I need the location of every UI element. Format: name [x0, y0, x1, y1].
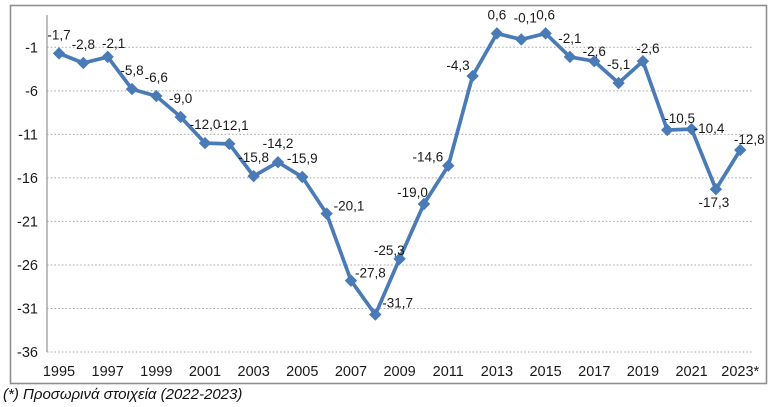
- data-point-label: -25,3: [374, 243, 405, 258]
- data-point-label: -14,2: [263, 136, 294, 151]
- data-point-label: -17,3: [699, 195, 730, 210]
- data-point-label: -2,1: [102, 36, 125, 51]
- x-tick-label: 2003: [238, 364, 270, 380]
- data-point-label: -27,8: [355, 266, 386, 281]
- data-point-marker: [52, 47, 66, 60]
- x-tick-label: 1995: [43, 364, 75, 380]
- data-point-marker: [247, 169, 260, 183]
- data-point-label: -5,8: [120, 63, 143, 78]
- y-tick-label: -21: [17, 214, 38, 230]
- chart-footnote: (*) Προσωρινά στοιχεία (2022-2023): [3, 386, 243, 403]
- data-point-marker: [563, 50, 577, 64]
- x-tick-label: 2011: [433, 364, 464, 380]
- data-point-marker: [636, 55, 650, 68]
- data-point-label: -15,9: [287, 151, 318, 166]
- data-point-marker: [393, 252, 406, 266]
- data-point-label: -10,4: [694, 121, 725, 136]
- data-point-label: -12,0: [190, 117, 221, 132]
- data-point-label: -31,7: [382, 296, 413, 311]
- x-tick-label: 2023*: [721, 364, 759, 380]
- x-tick-label: 1999: [140, 364, 172, 380]
- x-tick-label: 1997: [92, 364, 124, 380]
- data-point-marker: [612, 76, 625, 90]
- x-tick-label: 2005: [286, 364, 318, 380]
- data-point-marker: [466, 69, 479, 83]
- data-point-marker: [539, 27, 552, 40]
- data-point-marker: [125, 82, 139, 96]
- y-tick-label: -31: [17, 301, 38, 317]
- x-tick-label: 2013: [481, 364, 513, 380]
- data-point-label: -1,7: [47, 27, 70, 42]
- data-point-marker: [344, 274, 358, 287]
- x-tick-label: 2021: [675, 364, 707, 380]
- x-tick-label: 2001: [189, 364, 221, 380]
- data-point-label: -9,0: [169, 91, 192, 106]
- data-point-marker: [661, 123, 674, 137]
- data-point-label: -12,8: [734, 132, 765, 147]
- data-point-label: 0,6: [488, 7, 507, 22]
- data-point-marker: [685, 122, 698, 136]
- y-tick-label: -26: [17, 258, 38, 274]
- y-tick-label: -11: [18, 127, 38, 143]
- data-point-marker: [223, 137, 236, 151]
- data-point-label: -2,6: [583, 44, 606, 59]
- y-tick-label: -16: [17, 171, 38, 187]
- data-point-marker: [442, 159, 455, 172]
- data-point-label: -10,5: [664, 111, 695, 126]
- data-point-label: -14,6: [412, 150, 443, 165]
- data-point-label: -5,1: [607, 57, 630, 72]
- data-point-label: -0,1: [514, 10, 537, 25]
- y-tick-label: -1: [25, 40, 38, 56]
- y-tick-label: -36: [17, 345, 38, 361]
- data-point-marker: [271, 156, 285, 169]
- data-point-marker: [734, 143, 747, 157]
- data-point-label: -6,6: [145, 70, 168, 85]
- data-point-marker: [198, 136, 212, 150]
- data-point-marker: [515, 33, 528, 46]
- data-point-marker: [174, 110, 187, 124]
- data-point-marker: [101, 50, 114, 64]
- x-tick-label: 2009: [383, 364, 415, 380]
- data-point-marker: [77, 56, 90, 70]
- data-point-label: -19,0: [397, 185, 428, 200]
- y-tick-label: -6: [25, 84, 38, 100]
- data-point-label: -12,1: [218, 118, 249, 133]
- data-point-marker: [296, 170, 309, 184]
- data-point-marker: [709, 182, 723, 196]
- x-tick-label: 2019: [627, 364, 659, 380]
- data-point-label: -2,1: [558, 31, 581, 46]
- data-point-label: -4,3: [446, 58, 469, 73]
- data-point-marker: [490, 27, 504, 40]
- data-point-marker: [320, 207, 333, 220]
- x-tick-label: 2015: [529, 364, 561, 380]
- data-point-marker: [369, 308, 382, 321]
- data-point-marker: [588, 55, 601, 68]
- x-tick-label: 2007: [335, 364, 367, 380]
- data-point-label: -20,1: [334, 199, 365, 214]
- data-point-marker: [417, 197, 431, 211]
- data-point-marker: [150, 89, 163, 103]
- data-point-label: 0,6: [536, 7, 555, 22]
- data-point-label: -2,8: [72, 37, 95, 52]
- x-tick-label: 2017: [578, 364, 610, 380]
- data-point-label: -15,8: [238, 150, 269, 165]
- chart-border: [9, 4, 768, 385]
- data-point-label: -2,6: [636, 41, 659, 56]
